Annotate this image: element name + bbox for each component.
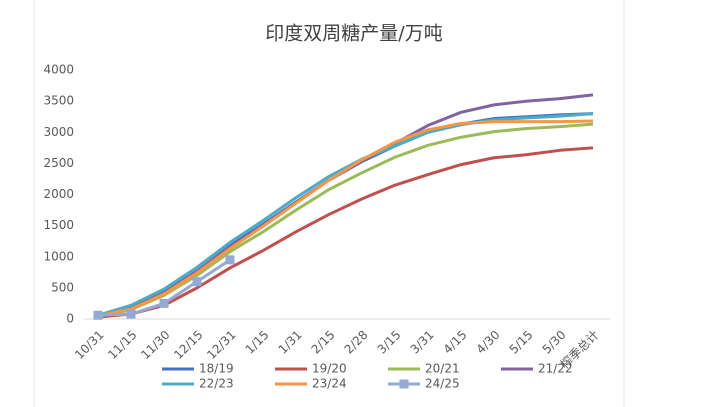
x-tick-label: 2/28 (342, 328, 371, 357)
legend-label: 20/21 (425, 362, 460, 376)
series-line (97, 146, 594, 319)
x-tick-label: 5/15 (507, 328, 536, 357)
legend-marker (399, 379, 409, 389)
y-tick-label: 500 (51, 280, 74, 294)
series-line (97, 122, 594, 318)
series-marker (126, 309, 136, 319)
x-tick-label: 5/30 (540, 328, 569, 357)
y-tick-label: 0 (66, 312, 74, 326)
y-tick-label: 1000 (43, 249, 74, 263)
series-line (97, 112, 594, 317)
series-line (97, 119, 594, 318)
x-tick-label: 11/15 (105, 328, 139, 362)
x-tick-label: 12/15 (171, 328, 205, 362)
x-tick-label: 1/31 (276, 328, 305, 357)
legend-label: 23/24 (312, 377, 347, 391)
series-marker (159, 298, 169, 308)
y-tick-label: 2500 (43, 156, 74, 170)
y-tick-label: 2000 (43, 187, 74, 201)
legend-label: 21/22 (538, 362, 573, 376)
series-marker (192, 277, 202, 287)
x-tick-label: 12/31 (204, 328, 238, 362)
legend-label: 19/20 (312, 362, 347, 376)
x-tick-label: 3/15 (375, 328, 404, 357)
x-tick-label: 3/31 (408, 328, 437, 357)
x-tick-label: 4/15 (441, 328, 470, 357)
x-tick-label: 1/15 (243, 328, 272, 357)
x-tick-label: 2/15 (309, 328, 338, 357)
y-tick-label: 3500 (43, 94, 74, 108)
legend-label: 24/25 (425, 377, 460, 391)
series-marker (93, 310, 103, 320)
y-tick-label: 3000 (43, 125, 74, 139)
x-tick-label: 10/31 (72, 328, 106, 362)
x-tick-label: 4/30 (474, 328, 503, 357)
x-tick-label: 11/30 (138, 328, 172, 362)
y-tick-label: 4000 (43, 63, 74, 77)
legend-label: 18/19 (199, 362, 234, 376)
legend-label: 22/23 (199, 377, 234, 391)
chart-title: 印度双周糖产量/万吨 (265, 23, 442, 45)
y-tick-label: 1500 (43, 218, 74, 232)
series-marker (225, 255, 235, 265)
